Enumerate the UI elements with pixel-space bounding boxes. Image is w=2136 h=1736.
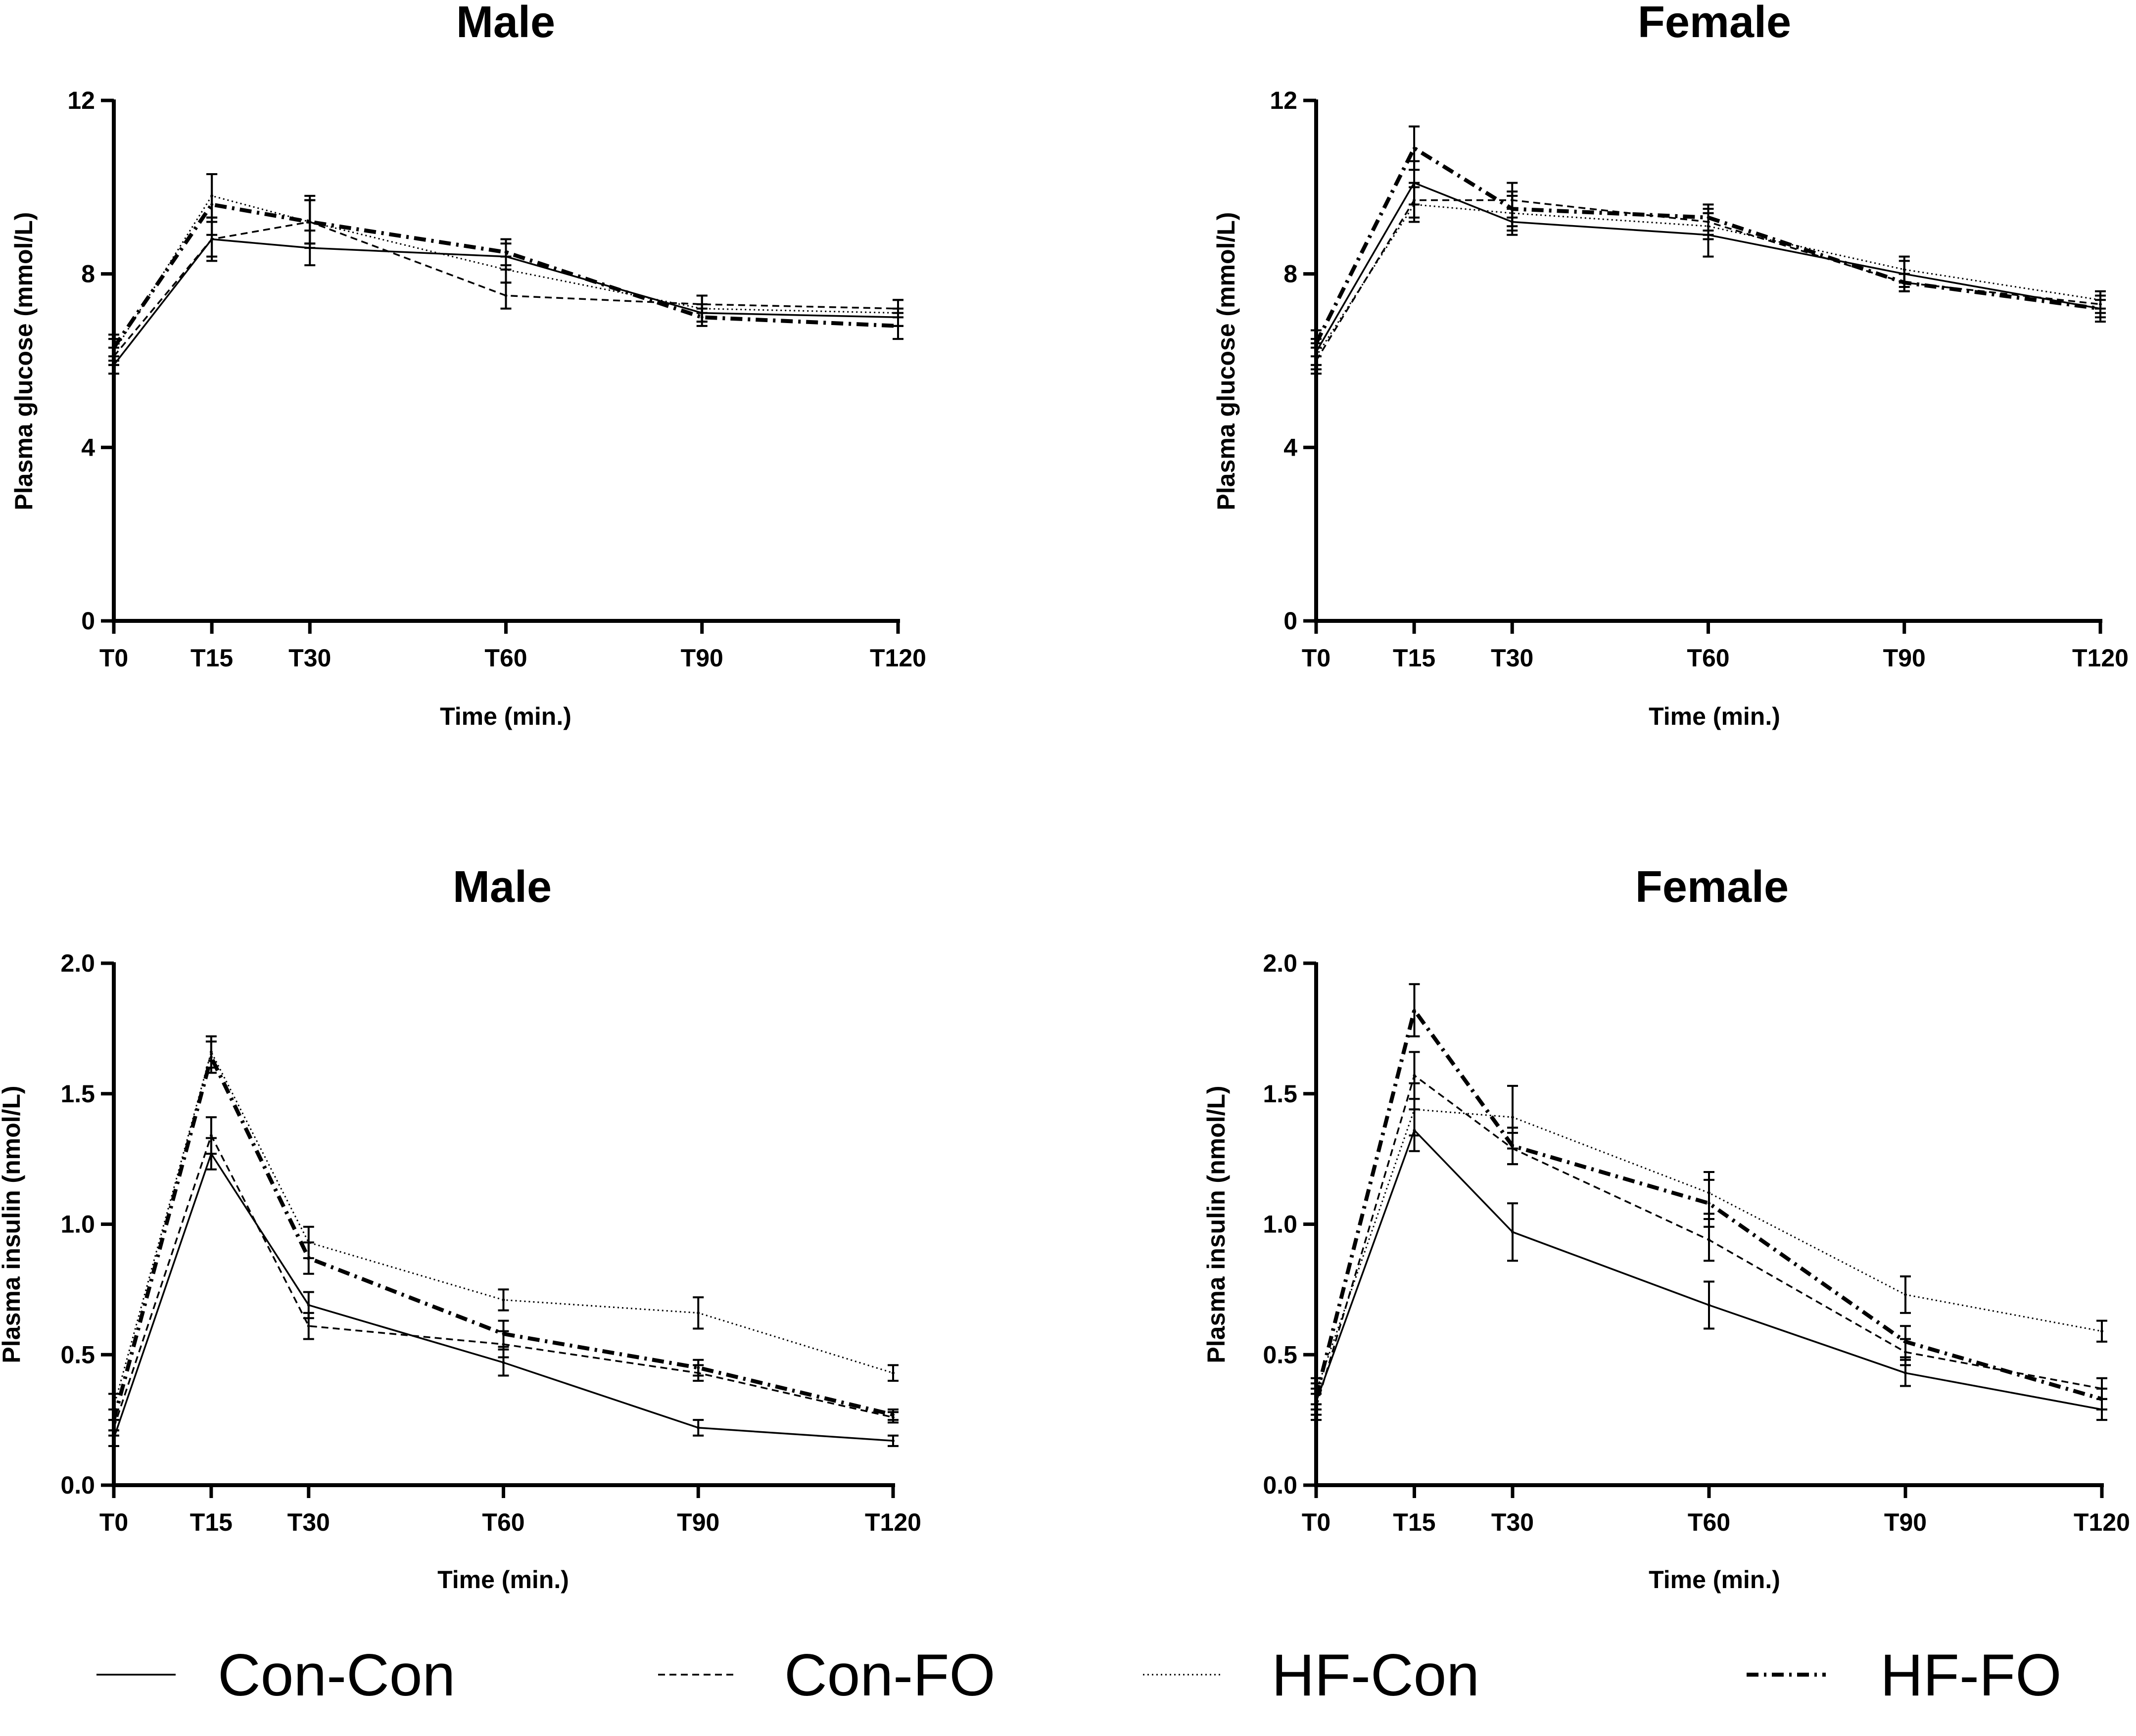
chart-panel-4: Female 0.0 0.5 1.0 1.5 2.0 T0 T15 T30 T60 T90 T120 T… <box>1202 862 2130 1594</box>
y-axis-label: Plasma insulin (nmol/L) <box>1202 1085 1230 1363</box>
y-tick-label: 0 <box>1283 607 1297 635</box>
legend-item: HF-FO <box>1747 1642 2062 1708</box>
x-tick-label: T30 <box>1491 1508 1534 1536</box>
y-tick-label: 12 <box>1270 87 1297 114</box>
y-tick-label: 0.0 <box>1263 1471 1297 1499</box>
series-hf-fo <box>108 173 903 362</box>
x-tick-label: T30 <box>287 1508 330 1536</box>
series-line <box>1315 199 2101 361</box>
y-tick-label: 0 <box>81 607 95 635</box>
chart-title: Female <box>1635 862 1789 912</box>
x-tick-label: T60 <box>1688 1508 1730 1536</box>
legend-item: HF-Con <box>1143 1642 1479 1708</box>
y-tick-label: 0.5 <box>1263 1341 1297 1368</box>
series-line <box>1314 146 2101 344</box>
y-tick-label: 0.0 <box>60 1471 95 1499</box>
series-line <box>1315 203 2101 357</box>
y-axis-label: Plasma glucose (mmol/L) <box>10 212 38 511</box>
series-con-con <box>1311 160 2106 366</box>
x-tick-label: T30 <box>1491 644 1533 672</box>
x-axis-label: Time (min.) <box>1649 703 1780 730</box>
x-tick-label: T60 <box>484 644 527 672</box>
y-axis-label: Plasma insulin (nmol/L) <box>0 1085 25 1363</box>
y-tick-label: 1.5 <box>60 1080 95 1108</box>
y-tick-label: 1.0 <box>60 1211 95 1238</box>
x-tick-label: T0 <box>1302 644 1330 672</box>
y-tick-label: 1.0 <box>1263 1211 1297 1238</box>
legend: Con-Con Con-FO HF-Con HF-FO <box>96 1642 2062 1708</box>
y-tick-label: 4 <box>81 433 95 461</box>
chart-panel-1: Male 0 4 8 12 T0 T15 T30 T60 T90 T120 Time (min.) Pl… <box>10 0 926 730</box>
legend-item: Con-FO <box>658 1642 996 1708</box>
x-tick-label: T15 <box>190 1508 233 1536</box>
series-hf-fo <box>1311 125 2106 358</box>
series-hf-fo <box>1311 983 2107 1411</box>
y-tick-label: 2.0 <box>1263 949 1297 977</box>
x-tick-label: T0 <box>1302 1508 1330 1536</box>
legend-label: Con-Con <box>218 1642 455 1708</box>
x-tick-label: T15 <box>1393 644 1435 672</box>
chart-panel-2: Female 0 4 8 12 T0 T15 T30 T60 T90 T120 Time (min.)… <box>1212 0 2129 730</box>
y-tick-label: 8 <box>1283 260 1297 288</box>
chart-title: Male <box>453 862 552 912</box>
series-line <box>113 221 899 357</box>
x-axis-label: Time (min.) <box>440 703 571 730</box>
x-axis-label: Time (min.) <box>437 1566 569 1594</box>
x-tick-label: T120 <box>865 1508 921 1536</box>
x-tick-label: T15 <box>190 644 233 672</box>
y-tick-label: 8 <box>81 260 95 288</box>
series-line <box>113 1153 894 1442</box>
chart-panel-3: Male 0.0 0.5 1.0 1.5 2.0 T0 T15 T30 T60 T90 T120 Tim… <box>0 862 921 1594</box>
y-tick-label: 2.0 <box>60 949 95 977</box>
series-line <box>1315 1129 2102 1410</box>
legend-label: Con-FO <box>784 1642 996 1708</box>
y-tick-label: 1.5 <box>1263 1080 1297 1108</box>
chart-title: Male <box>456 0 555 47</box>
legend-item: Con-Con <box>96 1642 455 1708</box>
series-line <box>1315 1075 2102 1408</box>
y-tick-label: 12 <box>67 87 95 114</box>
series-line <box>1314 1008 2103 1401</box>
series-line <box>113 1134 894 1428</box>
x-tick-label: T120 <box>2074 1508 2130 1536</box>
x-axis-label: Time (min.) <box>1649 1566 1780 1594</box>
chart-title: Female <box>1638 0 1791 47</box>
x-tick-label: T90 <box>681 644 723 672</box>
y-tick-label: 4 <box>1283 433 1297 461</box>
y-tick-label: 0.5 <box>60 1341 95 1368</box>
series-hf-con <box>108 173 903 366</box>
x-tick-label: T120 <box>870 644 926 672</box>
x-tick-label: T120 <box>2072 644 2129 672</box>
series-line <box>113 238 899 366</box>
x-tick-label: T90 <box>1883 644 1926 672</box>
series-line <box>1315 182 2101 353</box>
legend-label: HF-FO <box>1880 1642 2062 1708</box>
x-tick-label: T15 <box>1393 1508 1435 1536</box>
x-tick-label: T30 <box>288 644 331 672</box>
x-tick-label: T0 <box>99 644 128 672</box>
series-hf-fo <box>108 1040 899 1432</box>
y-axis-label: Plasma glucose (mmol/L) <box>1212 212 1240 511</box>
series-con-con <box>1311 1108 2107 1421</box>
series-line <box>112 1055 894 1421</box>
x-tick-label: T0 <box>99 1508 128 1536</box>
x-tick-label: T90 <box>1884 1508 1927 1536</box>
series-line <box>112 202 899 349</box>
legend-label: HF-Con <box>1272 1642 1479 1708</box>
x-tick-label: T90 <box>677 1508 719 1536</box>
x-tick-label: T60 <box>1687 644 1729 672</box>
x-tick-label: T60 <box>482 1508 524 1536</box>
